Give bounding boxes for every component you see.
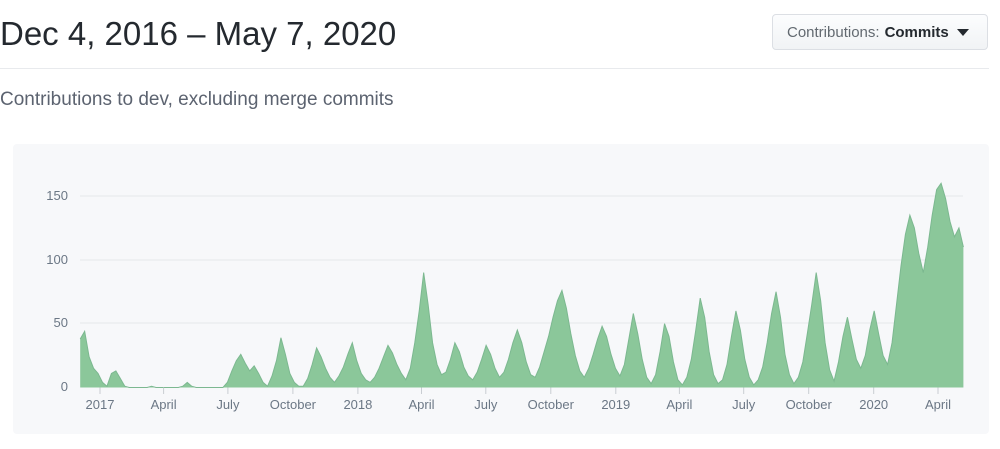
svg-text:April: April: [666, 397, 692, 412]
svg-text:April: April: [151, 397, 177, 412]
svg-text:October: October: [270, 397, 317, 412]
svg-text:July: July: [474, 397, 498, 412]
svg-text:2017: 2017: [86, 397, 115, 412]
svg-text:July: July: [732, 397, 756, 412]
svg-text:October: October: [528, 397, 575, 412]
svg-text:October: October: [786, 397, 833, 412]
svg-text:50: 50: [54, 315, 68, 330]
svg-text:150: 150: [46, 188, 68, 203]
svg-text:2020: 2020: [859, 397, 888, 412]
svg-text:July: July: [216, 397, 240, 412]
svg-text:0: 0: [61, 379, 68, 394]
svg-text:April: April: [408, 397, 434, 412]
svg-text:2019: 2019: [601, 397, 630, 412]
svg-text:April: April: [925, 397, 951, 412]
svg-text:100: 100: [46, 252, 68, 267]
svg-text:2018: 2018: [343, 397, 372, 412]
